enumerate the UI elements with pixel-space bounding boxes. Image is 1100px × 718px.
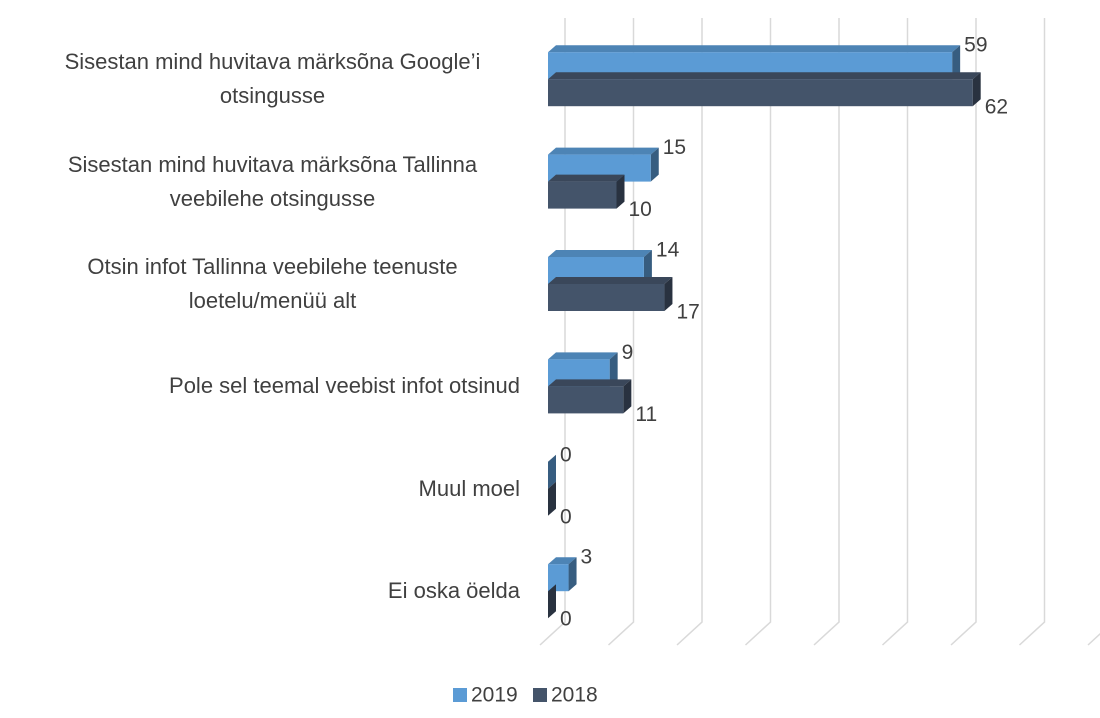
bar-side — [616, 174, 625, 209]
bar-side — [548, 481, 556, 516]
grid-line — [881, 18, 909, 646]
grid-line — [813, 18, 840, 646]
bar — [548, 584, 556, 619]
value-label: 15 — [663, 136, 686, 159]
bar-top — [548, 352, 618, 360]
bar-side — [972, 72, 981, 107]
bar — [548, 557, 577, 592]
category-label: Muul moel — [20, 449, 520, 529]
grid-line — [1087, 632, 1100, 646]
bar-front — [548, 79, 973, 107]
bar-top — [548, 45, 961, 53]
category-text: Pole sel teemal veebist infot otsinud — [169, 373, 520, 399]
bar-side — [609, 352, 618, 387]
bar-front — [548, 284, 665, 311]
value-label: 0 — [560, 608, 572, 631]
bar-side — [650, 147, 659, 182]
legend-swatch — [453, 688, 467, 702]
legend-swatch — [533, 688, 547, 702]
grid-line — [950, 18, 977, 646]
category-label: Pole sel teemal veebist infot otsinud — [20, 346, 520, 426]
bar-front — [548, 564, 569, 592]
category-text: Muul moel — [418, 475, 520, 501]
value-label: 3 — [581, 546, 593, 569]
bar — [548, 481, 556, 516]
bar — [548, 174, 625, 209]
category-text: Otsin infot Tallinna veebilehe teenuste … — [87, 254, 458, 313]
value-label: 62 — [985, 96, 1008, 119]
legend-label: 2019 — [471, 684, 518, 707]
bar-side — [643, 250, 652, 284]
grid-line — [1018, 18, 1046, 646]
value-label: 10 — [629, 198, 652, 221]
value-label: 17 — [676, 301, 699, 324]
category-text: Ei oska öelda — [387, 578, 520, 604]
value-label: 0 — [560, 505, 572, 528]
bar-front — [548, 386, 624, 414]
bar — [548, 277, 673, 311]
bar-side — [623, 379, 632, 414]
value-label: 59 — [964, 34, 987, 57]
bar-side — [664, 277, 673, 311]
category-text: Sisestan mind huvitava märksõna Google’i… — [64, 49, 481, 109]
bar-front — [548, 181, 617, 209]
bar — [548, 454, 556, 489]
bar-side — [568, 557, 577, 592]
legend-label: 2018 — [551, 684, 598, 707]
bar-side — [548, 454, 556, 489]
bar-side — [548, 584, 556, 619]
bar — [548, 379, 632, 414]
bar-top — [548, 72, 981, 80]
value-label: 9 — [622, 341, 634, 364]
bar-top — [548, 174, 625, 182]
grid-line — [676, 18, 703, 646]
value-label: 11 — [635, 403, 657, 426]
category-label: Sisestan mind huvitava märksõna Tallinna… — [20, 142, 520, 222]
category-label: Sisestan mind huvitava märksõna Google’i… — [20, 39, 520, 119]
value-label: 14 — [656, 239, 680, 262]
category-label: Otsin infot Tallinna veebilehe teenuste … — [20, 244, 520, 324]
bar-top — [548, 379, 632, 387]
category-text: Sisestan mind huvitava märksõna Tallinna… — [67, 151, 478, 211]
grid-line — [744, 18, 772, 646]
grid-line — [539, 18, 566, 646]
bar — [548, 72, 981, 107]
category-label: Ei oska öelda — [20, 551, 520, 631]
bar-top — [548, 250, 652, 257]
bar-side — [952, 45, 961, 80]
bar-top — [548, 557, 577, 565]
bar-top — [548, 277, 673, 284]
value-label: 0 — [560, 443, 572, 466]
legend: 2019 2018 — [453, 684, 598, 707]
bar-top — [548, 147, 659, 155]
grid-line — [607, 18, 635, 646]
